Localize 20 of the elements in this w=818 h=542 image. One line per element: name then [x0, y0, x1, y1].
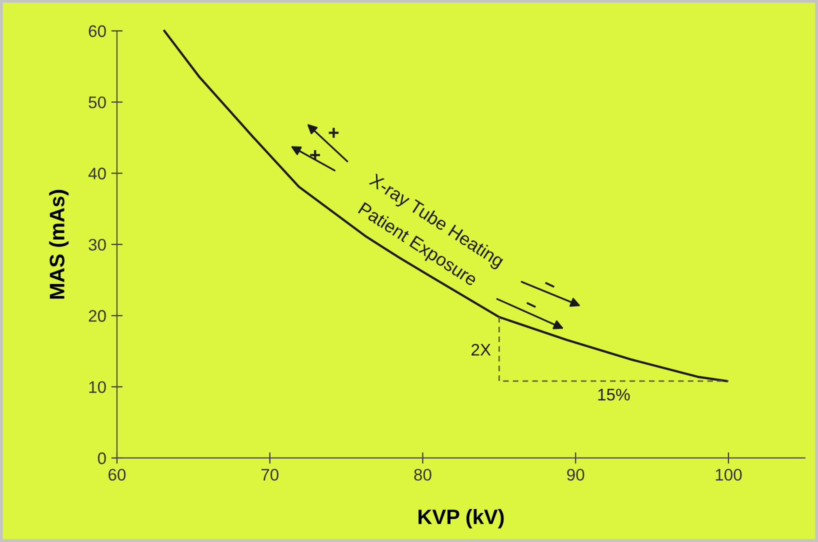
x-tick-label: 70	[261, 468, 278, 481]
annotation: 15%	[598, 388, 630, 401]
x-tick-label: 90	[567, 468, 584, 481]
annotation: 2X	[472, 344, 491, 356]
annotation: –	[526, 302, 536, 308]
y-tick-label: 60	[88, 25, 106, 38]
y-tick-label: 10	[89, 381, 106, 394]
annotation: +	[328, 128, 339, 138]
y-tick-label: 30	[88, 238, 106, 251]
x-axis-title: KVP (kV)	[418, 508, 504, 528]
y-tick-label: 0	[98, 452, 106, 464]
y-tick-label: 40	[88, 168, 106, 180]
x-tick-label: 80	[414, 468, 432, 481]
line-series	[163, 30, 728, 382]
annotation: –	[544, 282, 555, 288]
y-tick-label: 50	[88, 96, 106, 108]
x-tick-label: 100	[716, 468, 742, 481]
y-axis-title: MAS (mAs)	[49, 190, 69, 299]
y-tick-label: 20	[88, 310, 106, 322]
x-tick-label: 60	[108, 468, 126, 481]
